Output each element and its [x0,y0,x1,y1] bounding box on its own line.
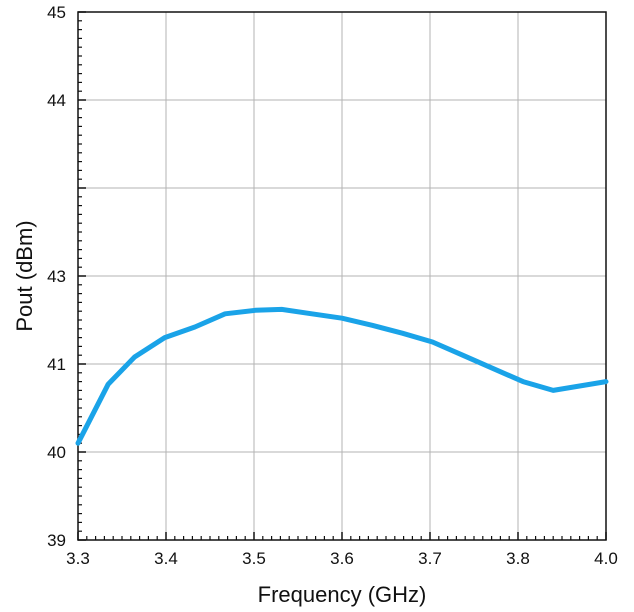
x-tick-label: 3.4 [154,549,178,568]
y-tick-label: 45 [47,3,66,22]
y-tick-label: 43 [47,267,66,286]
grid-lines [78,12,606,540]
y-tick-label: 41 [47,355,66,374]
x-tick-label: 3.7 [418,549,442,568]
y-tick-label: 44 [47,91,66,110]
series-layer [75,306,609,446]
y-tick-labels: 39 40 41 43 44 45 [47,3,66,550]
x-tick-labels: 3.3 3.4 3.5 3.6 3.7 3.8 4.0 [66,549,618,568]
series-line [75,306,609,446]
y-axis-title: Pout (dBm) [12,220,37,331]
x-tick-label: 3.6 [330,549,354,568]
x-tick-label: 3.5 [242,549,266,568]
y-tick-label: 40 [47,443,66,462]
y-tick-label: 39 [47,531,66,550]
x-tick-label: 3.3 [66,549,90,568]
x-tick-label: 4.0 [594,549,618,568]
x-axis-title: Frequency (GHz) [258,582,427,607]
plot-frame [77,11,607,541]
x-tick-label: 3.8 [506,549,530,568]
